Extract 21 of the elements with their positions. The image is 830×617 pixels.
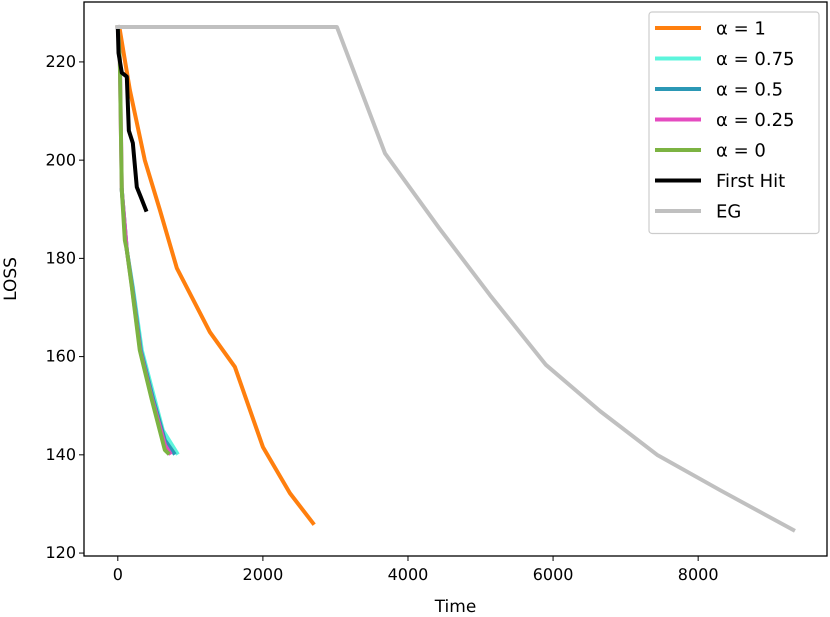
y-tick-label: 220 [45,52,76,72]
legend-label: First Hit [716,170,786,192]
legend-label: α = 1 [716,18,766,40]
legend-label: α = 0 [716,140,766,162]
legend-label: α = 0.75 [716,48,794,70]
x-tick-label: 2000 [242,565,284,584]
x-tick-label: 6000 [532,565,574,584]
legend-label: EG [716,201,742,222]
x-axis-title: Time [434,597,476,617]
line-series [118,28,315,526]
y-tick-label: 160 [45,346,76,366]
x-tick-label: 0 [112,565,123,584]
legend-label: α = 0.5 [716,79,784,100]
legend-label: α = 0.25 [716,110,794,131]
y-tick-label: 120 [45,543,76,562]
y-tick-label: 200 [45,150,76,170]
x-tick-label: 4000 [388,565,428,584]
y-tick-label: 180 [45,248,76,268]
y-tick-label: 140 [45,444,76,464]
x-tick-label: 8000 [678,565,719,584]
y-axis-title: LOSS [1,257,21,301]
